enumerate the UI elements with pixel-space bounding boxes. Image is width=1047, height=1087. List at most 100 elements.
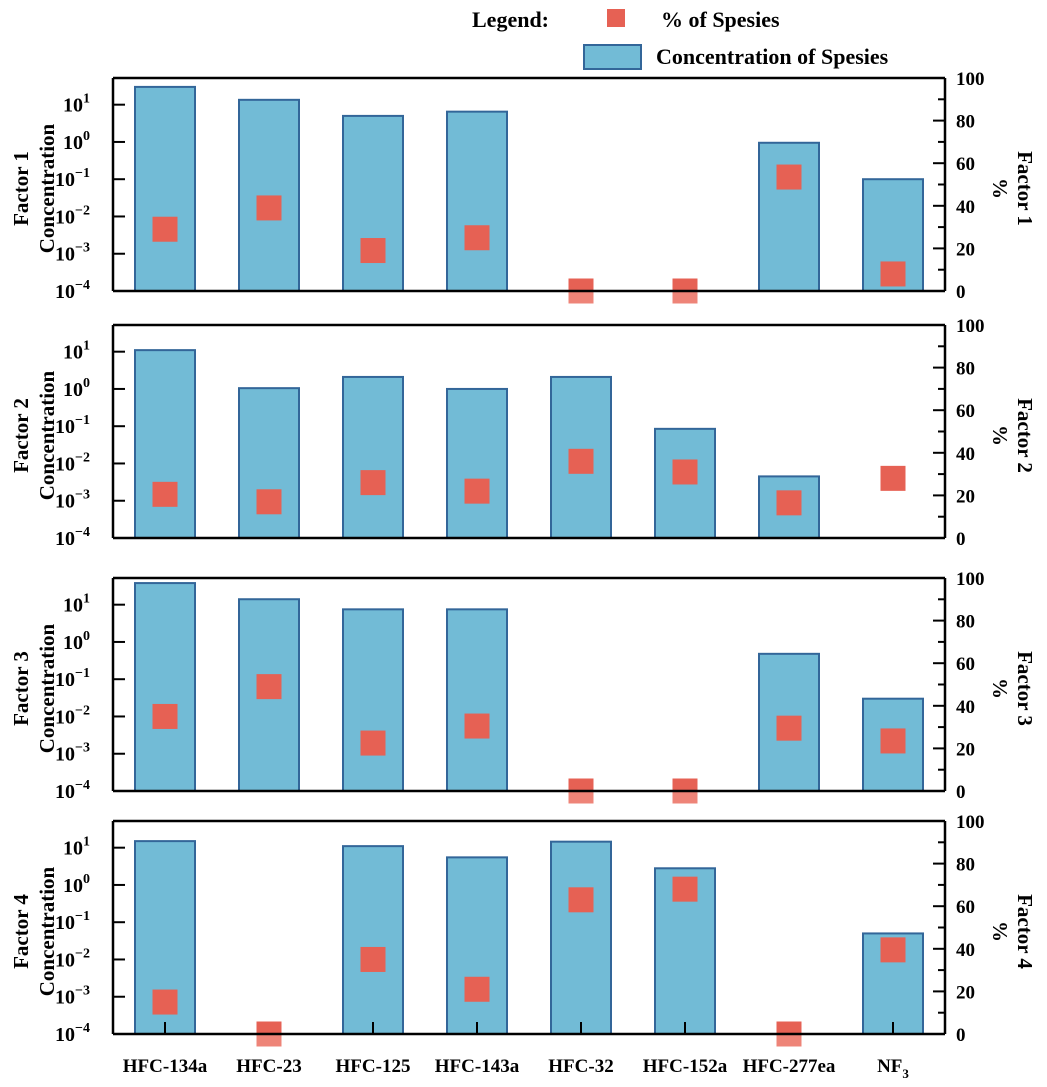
left-tick-label: 10−2 [55,203,90,228]
x-tick-label: NF3 [877,1056,909,1081]
concentration-bar [134,349,196,539]
right-tick-label: 80 [956,359,975,380]
percent-marker-clipped [776,1034,802,1047]
percent-marker [256,1021,282,1034]
percent-marker [880,728,906,754]
percent-marker [880,937,906,963]
right-tick-label: 20 [956,486,975,507]
right-tick-label: 100 [956,69,985,90]
right-tick-label: 40 [956,697,975,718]
percent-marker [152,481,178,507]
right-tick-label: 20 [956,739,975,760]
x-tick-label: HFC-277ea [743,1056,836,1077]
concentration-bar [342,114,404,292]
left-tick-label: 10−2 [55,946,90,971]
percent-marker-clipped [672,791,698,804]
concentration-bar [238,98,300,292]
right-tick-label: 60 [956,897,975,918]
legend-concentration-label: Concentration of Spesies [656,44,889,69]
percent-marker [256,489,282,515]
left-tick-label: 10−4 [55,525,90,550]
percent-marker [672,778,698,791]
percent-marker [152,989,178,1015]
legend: Legend: % of Spesies Concentration of Sp… [472,7,889,70]
right-tick-label: 100 [956,316,985,337]
left-axis-title: Factor 3Concentration [9,623,59,753]
right-tick-label: 40 [956,444,975,465]
percent-marker [672,278,698,291]
percent-marker [360,946,386,972]
left-tick-label: 10−1 [55,166,90,191]
percent-marker [776,715,802,741]
left-axis-title: Factor 2Concentration [9,370,59,500]
right-tick-label: 40 [956,197,975,218]
left-tick-label: 10−1 [55,666,90,691]
percent-marker [776,490,802,516]
left-tick-label: 100 [63,629,90,654]
right-axis-title: Factor 1% [988,151,1037,226]
concentration-bar [446,608,508,792]
right-tick-label: 100 [956,812,985,833]
left-tick-label: 10−2 [55,450,90,475]
left-tick-label: 10−4 [55,1021,90,1046]
percent-marker [568,778,594,791]
left-tick-label: 100 [63,872,90,897]
percent-marker [880,465,906,491]
left-tick-label: 10−1 [55,413,90,438]
concentration-bar [550,840,612,1036]
concentration-bar [342,845,404,1035]
x-tick-label: HFC-23 [236,1056,301,1077]
right-tick-label: 40 [956,940,975,961]
right-axis-title: Factor 2% [988,398,1037,473]
left-tick-label: 10−3 [55,488,90,513]
percent-marker-clipped [568,791,594,804]
left-tick-label: 10−2 [55,703,90,728]
percent-marker [152,216,178,242]
right-axis-title: Factor 4% [988,894,1037,969]
concentration-bar [446,110,508,293]
right-tick-label: 0 [956,1025,966,1046]
left-tick-label: 10−3 [55,741,90,766]
concentration-bar [238,387,300,539]
legend-percent-marker [607,9,625,27]
percent-marker [256,195,282,221]
concentration-bar [342,608,404,792]
left-tick-label: 100 [63,129,90,154]
percent-marker [776,1021,802,1034]
concentration-bar [134,85,196,292]
percent-marker [672,876,698,902]
x-tick-label: HFC-125 [336,1056,411,1077]
right-tick-label: 80 [956,112,975,133]
percent-marker [464,713,490,739]
right-tick-label: 60 [956,401,975,422]
left-tick-label: 101 [63,835,90,860]
percent-marker [568,278,594,291]
percent-marker [464,478,490,504]
right-tick-label: 100 [956,569,985,590]
x-axis-labels: HFC-134a HFC-23 HFC-125 HFC-143a HFC-32 HFC-1… [123,1056,910,1081]
legend-title: Legend: [472,7,549,32]
x-tick-label: HFC-152a [643,1056,728,1077]
percent-marker-clipped [672,291,698,304]
left-tick-label: 10−4 [55,778,90,803]
legend-concentration-marker [583,44,642,70]
left-axis-title: Factor 4Concentration [9,866,59,996]
percent-marker [360,238,386,264]
left-axis-title: Factor 1Concentration [9,123,59,253]
right-tick-label: 0 [956,529,966,550]
concentration-bar [446,387,508,539]
right-tick-label: 60 [956,154,975,175]
percent-marker [464,225,490,251]
percent-marker [360,730,386,756]
left-tick-label: 10−1 [55,909,90,934]
right-axis-title: Factor 3% [988,651,1037,726]
left-tick-label: 100 [63,376,90,401]
percent-marker [568,448,594,474]
right-tick-label: 20 [956,982,975,1003]
left-tick-label: 101 [63,339,90,364]
right-tick-label: 0 [956,782,966,803]
